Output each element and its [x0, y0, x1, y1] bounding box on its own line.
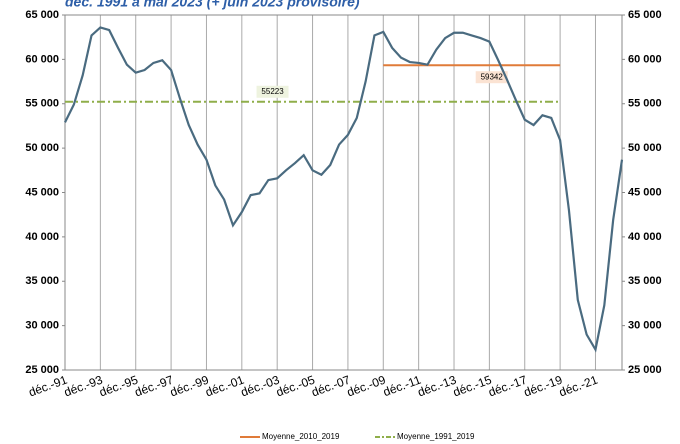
reference-label: 59342 — [481, 72, 504, 81]
y2-tick-label: 25 000 — [628, 364, 662, 376]
y2-tick-label: 60 000 — [628, 53, 662, 65]
data-line — [64, 26, 624, 353]
label-bg — [475, 71, 508, 84]
y2-tick-label: 45 000 — [628, 186, 662, 198]
x-tick-label: déc.-21 — [557, 373, 600, 400]
plot-border — [64, 14, 623, 371]
y-tick-label: 40 000 — [25, 231, 59, 243]
y-tick-label: 25 000 — [25, 364, 59, 376]
y2-tick-label: 55 000 — [628, 98, 662, 110]
y2-tick-label: 30 000 — [628, 320, 662, 332]
y-tick-label: 50 000 — [25, 142, 59, 154]
y-tick-label: 35 000 — [25, 275, 59, 287]
reference-label: 55223 — [261, 87, 284, 96]
y-tick-label: 60 000 — [25, 53, 59, 65]
y-tick-label: 55 000 — [25, 98, 59, 110]
y2-tick-label: 40 000 — [628, 231, 662, 243]
chart-title: déc. 1991 à mai 2023 (+ juin 2023 provis… — [65, 0, 360, 10]
y2-tick-label: 35 000 — [628, 275, 662, 287]
legend-label: Moyenne_1991_2019 — [397, 432, 475, 441]
y2-tick-label: 50 000 — [628, 142, 662, 154]
y-tick-label: 45 000 — [25, 186, 59, 198]
y2-tick-label: 65 000 — [628, 9, 662, 21]
y-tick-label: 65 000 — [25, 9, 59, 21]
label-bg — [256, 85, 289, 98]
legend-label: Moyenne_2010_2019 — [262, 432, 340, 441]
y-tick-label: 30 000 — [25, 320, 59, 332]
